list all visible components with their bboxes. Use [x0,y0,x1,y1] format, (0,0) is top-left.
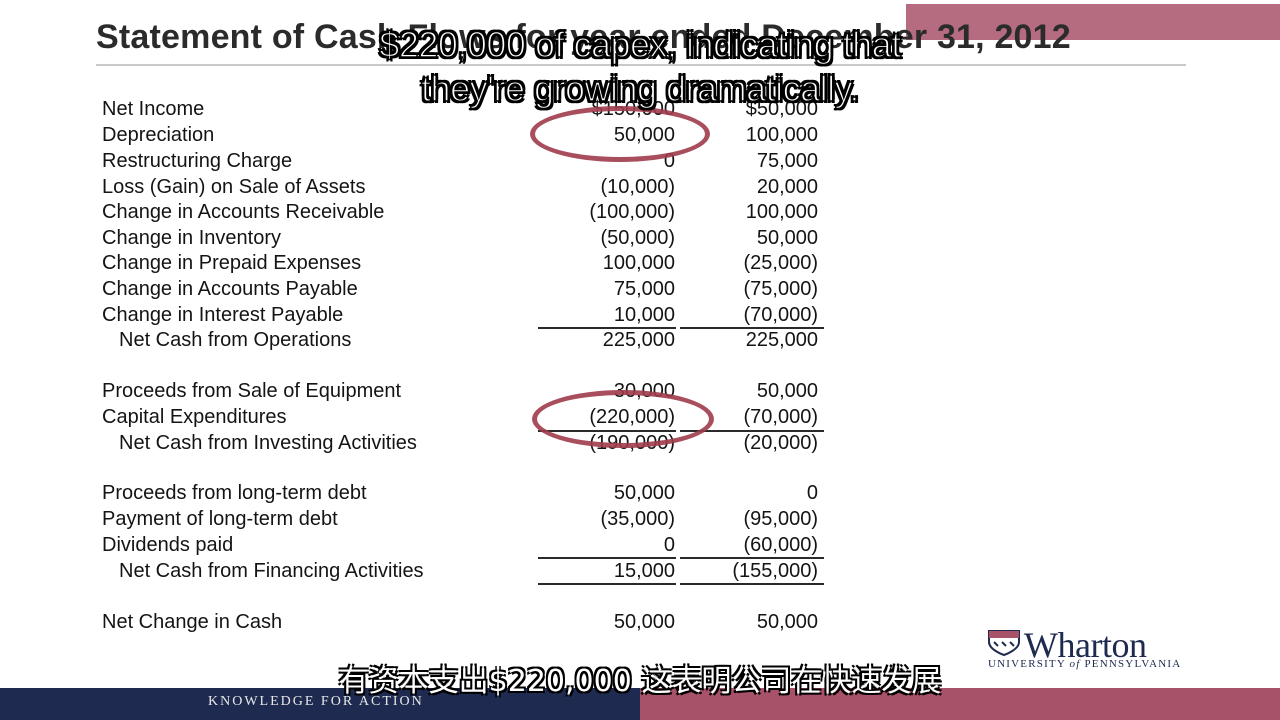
highlight-circle-capex [532,390,714,448]
row-value-company-b: 50,000 [756,380,818,402]
row-value-company-b: (155,000) [732,560,818,582]
row-value-company-a: (50,000) [600,227,676,249]
row-label: Net Cash from Investing Activities [119,432,417,454]
logo-sub-prefix: UNIVERSITY [988,658,1070,670]
table-row: Restructuring Charge 0 75,000 [0,150,1280,176]
total-rule [538,583,676,585]
subtitle-line-2: they're growing dramatically. [420,67,860,110]
row-value-company-a: (35,000) [600,508,676,530]
row-label: Net Cash from Operations [119,329,352,351]
row-label: Net Change in Cash [102,611,283,633]
row-value-company-a: 75,000 [613,278,675,300]
row-value-company-a: (100,000) [589,201,675,223]
row-label: Depreciation [102,124,215,146]
logo-sub-of: of [1069,658,1081,670]
row-value-company-b: (25,000) [743,252,819,274]
row-value-company-b: (95,000) [743,508,819,530]
highlight-circle-depreciation [530,106,710,162]
row-value-company-b: 225,000 [745,329,818,351]
logo-sub-suffix: PENNSYLVANIA [1080,658,1182,670]
row-value-company-b: (75,000) [743,278,819,300]
row-value-company-a: (10,000) [600,176,676,198]
footer-tagline: KNOWLEDGE FOR ACTION [208,694,424,709]
row-label: Dividends paid [102,534,234,556]
row-value-company-b: $50,000 [745,98,818,120]
wharton-logo: Wharton UNIVERSITY of PENNSYLVANIA [988,625,1198,672]
row-label: Proceeds from long-term debt [102,482,367,504]
row-value-company-a: 225,000 [602,329,675,351]
table-row: Proceeds from long-term debt 50,000 0 [0,482,1280,508]
table-row: Loss (Gain) on Sale of Assets (10,000) 2… [0,176,1280,202]
shield-icon [988,630,1020,656]
footer-band [0,688,640,720]
subtotal-rule [680,327,824,329]
subtotal-rule [538,557,676,559]
row-value-company-a: 50,000 [613,482,675,504]
row-value-company-a: 0 [663,534,675,556]
table-row-total: Net Change in Cash 50,000 50,000 [0,611,1280,637]
row-value-company-b: 20,000 [756,176,818,198]
total-rule [680,583,824,585]
row-value-company-a: 0 [663,150,675,172]
subtotal-rule [680,557,824,559]
table-row: Change in Interest Payable 10,000 (70,00… [0,304,1280,330]
row-value-company-b: 50,000 [756,227,818,249]
row-value-company-a: 10,000 [613,304,675,326]
subtotal-rule [680,430,824,432]
table-row: Change in Prepaid Expenses 100,000 (25,0… [0,252,1280,278]
subtitle-line-1: $220,000 of capex, indicating that [379,23,902,66]
row-value-company-b: 100,000 [745,124,818,146]
row-label: Loss (Gain) on Sale of Assets [102,176,366,198]
row-label: Change in Accounts Payable [102,278,358,300]
title-divider [96,64,1186,66]
row-label: Capital Expenditures [102,406,287,428]
row-label: Net Income [102,98,205,120]
row-label: Change in Inventory [102,227,282,249]
footer-accent-band [640,688,1280,720]
row-value-company-b: (70,000) [743,304,819,326]
row-value-company-b: (70,000) [743,406,819,428]
row-label: Proceeds from Sale of Equipment [102,380,402,402]
row-value-company-b: 75,000 [756,150,818,172]
table-row: Dividends paid 0 (60,000) [0,534,1280,560]
logo-wordmark: Wharton [1024,625,1147,665]
subtotal-rule [538,327,676,329]
row-value-company-b: 0 [806,482,818,504]
table-row: Change in Accounts Payable 75,000 (75,00… [0,278,1280,304]
row-value-company-a: 100,000 [602,252,675,274]
row-label: Payment of long-term debt [102,508,338,530]
table-row: Change in Inventory (50,000) 50,000 [0,227,1280,253]
logo-subtitle: UNIVERSITY of PENNSYLVANIA [988,658,1181,670]
corner-accent-block [906,4,1280,40]
row-value-company-a: 50,000 [613,611,675,633]
table-row: Payment of long-term debt (35,000) (95,0… [0,508,1280,534]
row-label: Change in Prepaid Expenses [102,252,362,274]
row-value-company-b: 100,000 [745,201,818,223]
row-label: Change in Accounts Receivable [102,201,385,223]
table-row-subtotal: Net Cash from Financing Activities 15,00… [0,560,1280,586]
row-value-company-b: (60,000) [743,534,819,556]
subtitle-chinese: 有资本支出$220,000 这表明公司在快速发展 [338,664,942,699]
row-label: Restructuring Charge [102,150,293,172]
row-value-company-a: 15,000 [613,560,675,582]
row-value-company-b: (20,000) [743,432,819,454]
row-label: Net Cash from Financing Activities [119,560,424,582]
row-value-company-b: 50,000 [756,611,818,633]
table-row: Change in Accounts Receivable (100,000) … [0,201,1280,227]
table-row-subtotal: Net Cash from Operations 225,000 225,000 [0,329,1280,355]
page-title: Statement of Cash Flows for year ended D… [96,18,1071,56]
row-label: Change in Interest Payable [102,304,344,326]
